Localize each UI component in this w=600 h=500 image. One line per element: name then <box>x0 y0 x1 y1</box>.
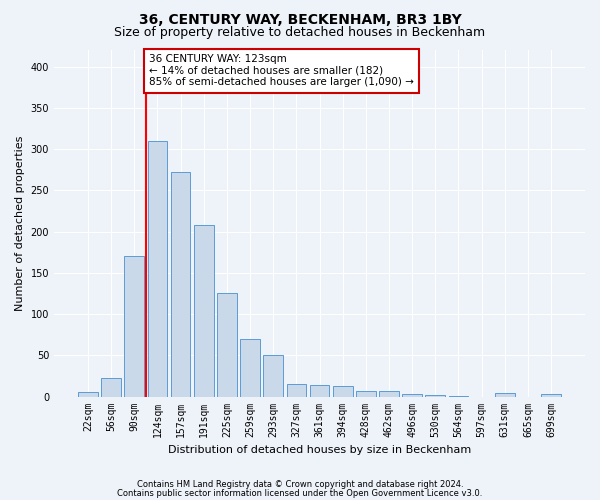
Bar <box>148 141 167 397</box>
Text: Contains HM Land Registry data © Crown copyright and database right 2024.: Contains HM Land Registry data © Crown c… <box>137 480 463 489</box>
Bar <box>310 385 329 396</box>
Bar <box>541 394 561 396</box>
Bar <box>171 172 190 396</box>
Bar <box>333 386 353 396</box>
Bar <box>194 225 214 396</box>
Text: Size of property relative to detached houses in Beckenham: Size of property relative to detached ho… <box>115 26 485 39</box>
Bar <box>402 394 422 396</box>
Bar <box>356 391 376 396</box>
Bar <box>240 339 260 396</box>
Bar <box>124 256 144 396</box>
Bar <box>379 391 399 396</box>
Text: 36 CENTURY WAY: 123sqm
← 14% of detached houses are smaller (182)
85% of semi-de: 36 CENTURY WAY: 123sqm ← 14% of detached… <box>149 54 414 88</box>
Bar <box>425 395 445 396</box>
Bar <box>78 392 98 396</box>
Y-axis label: Number of detached properties: Number of detached properties <box>15 136 25 311</box>
X-axis label: Distribution of detached houses by size in Beckenham: Distribution of detached houses by size … <box>168 445 471 455</box>
Bar <box>101 378 121 396</box>
Text: Contains public sector information licensed under the Open Government Licence v3: Contains public sector information licen… <box>118 488 482 498</box>
Text: 36, CENTURY WAY, BECKENHAM, BR3 1BY: 36, CENTURY WAY, BECKENHAM, BR3 1BY <box>139 12 461 26</box>
Bar <box>263 356 283 397</box>
Bar <box>217 294 237 397</box>
Bar <box>495 394 515 396</box>
Bar <box>287 384 306 396</box>
